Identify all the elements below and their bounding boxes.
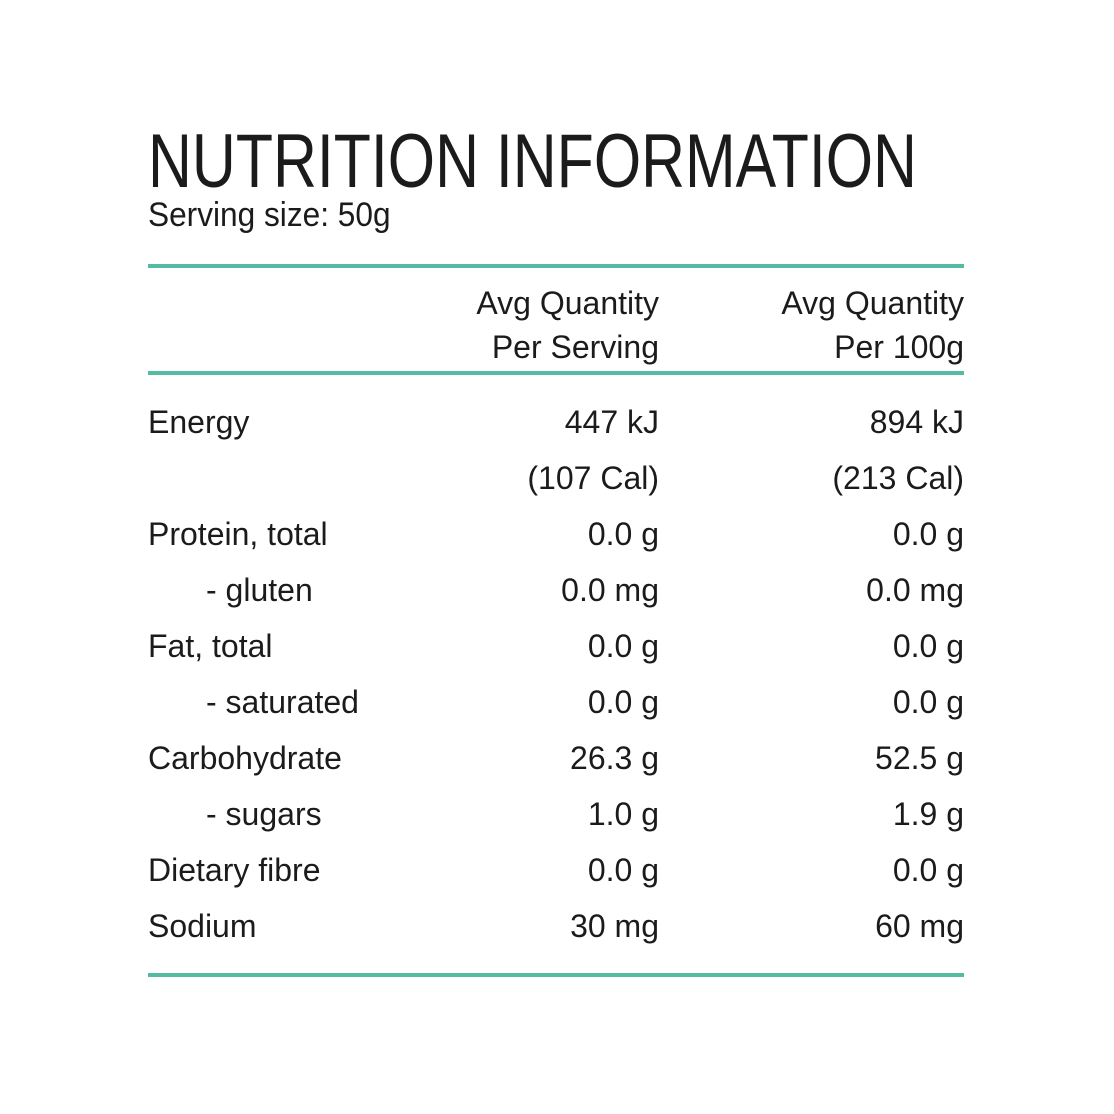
divider-bottom — [148, 973, 964, 977]
nutrient-label: Dietary fibre — [148, 851, 321, 888]
per-100g-value: 0.0 g — [892, 851, 964, 888]
table-row-carbohydrate: Carbohydrate 26.3 g 52.5 g — [148, 730, 964, 786]
per-100g-value: (213 Cal) — [832, 459, 964, 496]
per-100g-header-line1: Avg Quantity — [781, 285, 964, 321]
per-serving-value: 1.0 g — [587, 795, 659, 832]
per-100g-value: 0.0 g — [892, 627, 964, 664]
divider-top — [148, 264, 964, 268]
table-header-row: Avg Quantity Per Serving Avg Quantity Pe… — [148, 281, 964, 369]
per-serving-value: 0.0 g — [587, 851, 659, 888]
nutrient-label: - saturated — [206, 683, 359, 720]
table-row-sodium: Sodium 30 mg 60 mg — [148, 898, 964, 954]
per-serving-value: 30 mg — [570, 907, 659, 944]
nutrient-label: Sodium — [148, 907, 257, 944]
table-row-dietary-fibre: Dietary fibre 0.0 g 0.0 g — [148, 842, 964, 898]
divider-header — [148, 371, 964, 375]
per-100g-value: 0.0 g — [892, 683, 964, 720]
per-serving-value: 26.3 g — [570, 739, 659, 776]
per-100g-value: 52.5 g — [875, 739, 964, 776]
table-row-fat: Fat, total 0.0 g 0.0 g — [148, 618, 964, 674]
per-100g-value: 0.0 mg — [866, 571, 964, 608]
nutrient-label: Protein, total — [148, 515, 328, 552]
nutrient-table-body: Energy 447 kJ 894 kJ (107 Cal) (213 Cal)… — [148, 394, 964, 954]
table-row-gluten: - gluten 0.0 mg 0.0 mg — [148, 562, 964, 618]
per-serving-value: 0.0 g — [587, 515, 659, 552]
per-serving-value: 0.0 g — [587, 627, 659, 664]
column-header-per-100g: Avg Quantity Per 100g — [659, 281, 964, 369]
nutrient-label: - gluten — [206, 571, 313, 608]
serving-size-text: Serving size: 50g — [148, 196, 391, 234]
per-serving-value: (107 Cal) — [527, 459, 659, 496]
per-serving-value: 0.0 g — [587, 683, 659, 720]
nutrient-label: Fat, total — [148, 627, 273, 664]
nutrient-label: Carbohydrate — [148, 739, 342, 776]
per-serving-header-line1: Avg Quantity — [476, 285, 659, 321]
per-100g-header-line2: Per 100g — [834, 329, 964, 365]
per-serving-header-line2: Per Serving — [491, 329, 659, 365]
per-serving-value: 447 kJ — [564, 403, 659, 440]
table-row-protein: Protein, total 0.0 g 0.0 g — [148, 506, 964, 562]
per-serving-value: 0.0 mg — [561, 571, 659, 608]
per-100g-value: 60 mg — [875, 907, 964, 944]
table-row-energy-cal: (107 Cal) (213 Cal) — [148, 450, 964, 506]
table-row-sugars: - sugars 1.0 g 1.9 g — [148, 786, 964, 842]
header-spacer — [148, 281, 358, 369]
page-title: NUTRITION INFORMATION — [148, 119, 917, 204]
table-row-saturated: - saturated 0.0 g 0.0 g — [148, 674, 964, 730]
column-header-per-serving: Avg Quantity Per Serving — [358, 281, 659, 369]
nutrient-label: Energy — [148, 403, 250, 440]
per-100g-value: 0.0 g — [892, 515, 964, 552]
nutrient-label: - sugars — [206, 795, 322, 832]
per-100g-value: 1.9 g — [892, 795, 964, 832]
table-row-energy: Energy 447 kJ 894 kJ — [148, 394, 964, 450]
label-content: NUTRITION INFORMATION Serving size: 50g … — [148, 0, 964, 1114]
per-100g-value: 894 kJ — [869, 403, 964, 440]
